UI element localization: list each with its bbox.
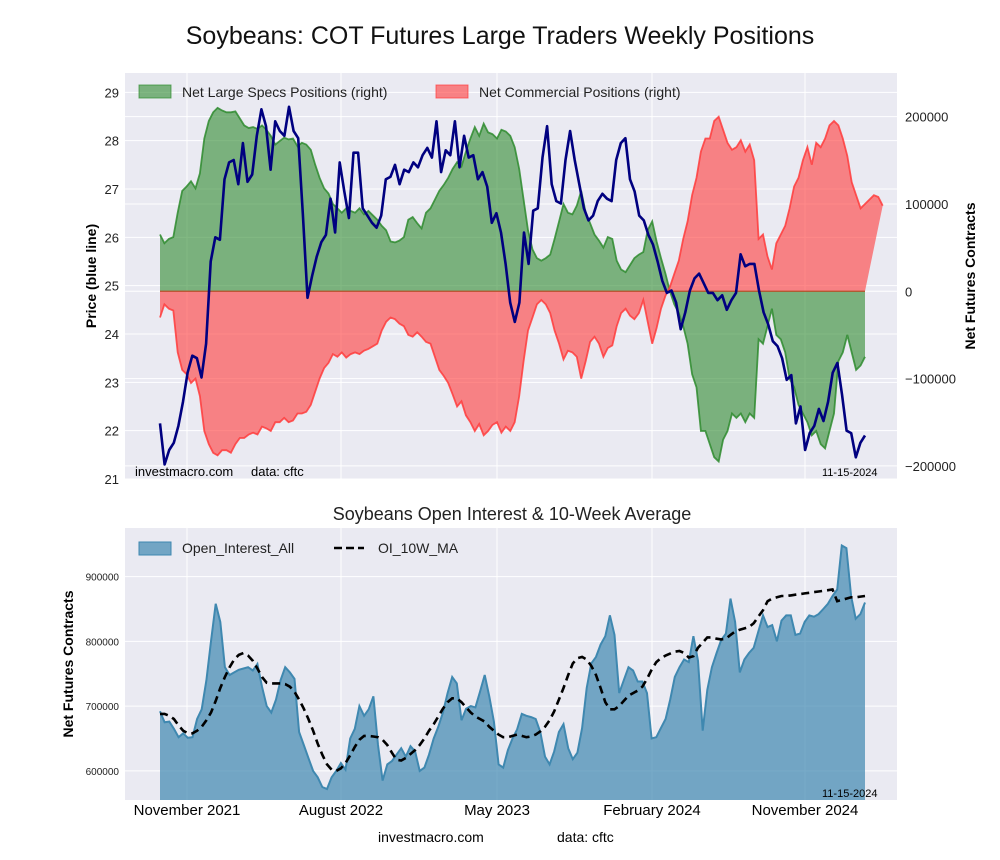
commercial-area <box>160 116 883 456</box>
top-right-tick-label: 100000 <box>905 197 948 212</box>
footer-site: investmacro.com <box>378 829 484 845</box>
specs-line <box>159 106 866 464</box>
bottom-y-tick-label: 800000 <box>86 637 120 648</box>
bottom-x-tick-label: February 2024 <box>603 802 701 819</box>
commercial-line <box>159 115 884 457</box>
bottom-x-tick-label: November 2024 <box>752 802 859 819</box>
bottom-y-tick-label: 600000 <box>86 767 120 778</box>
main-title: Soybeans: COT Futures Large Traders Week… <box>185 22 815 50</box>
bottom-y-axis-label: Net Futures Contracts <box>60 590 76 737</box>
top-left-axis-ticks: 21 22 23 24 25 26 27 28 29 <box>105 85 119 487</box>
specs-area <box>160 107 865 462</box>
legend-oi-swatch <box>138 541 172 556</box>
bottom-y-tick-label: 900000 <box>86 573 120 584</box>
bottom-date-note: 11-15-2024 <box>822 788 877 800</box>
top-left-tick-label: 26 <box>105 230 119 245</box>
top-right-axis-label: Net Futures Contracts <box>962 202 978 349</box>
top-left-tick-label: 24 <box>105 327 119 342</box>
top-price-line <box>158 105 867 466</box>
bottom-x-tick-label: November 2021 <box>134 802 241 819</box>
top-left-tick-label: 28 <box>105 134 119 149</box>
legend-ma-label: OI_10W_MA <box>378 540 459 556</box>
oi-line <box>159 543 866 791</box>
top-left-tick-label: 25 <box>105 279 119 294</box>
bottom-x-axis-ticks: November 2021 August 2022 May 2023 February… <box>134 802 859 819</box>
legend-commercial-swatch <box>435 84 469 99</box>
bottom-y-tick-label: 700000 <box>86 702 120 713</box>
top-left-tick-label: 23 <box>105 375 119 390</box>
price-line <box>158 105 867 466</box>
top-right-axis-ticks: −200000 −100000 0 100000 200000 <box>905 110 956 474</box>
legend-specs-label: Net Large Specs Positions (right) <box>182 84 387 100</box>
top-right-tick-label: 0 <box>905 284 912 299</box>
bottom-oi-area <box>159 543 866 800</box>
top-left-tick-label: 21 <box>105 472 119 487</box>
top-left-axis-label: Price (blue line) <box>83 224 99 328</box>
cot-positions-chart: 21 22 23 24 25 26 27 28 29 −200000 −100000 0 100000… <box>83 73 978 487</box>
bottom-y-axis-ticks: 600000 700000 800000 900000 <box>86 573 120 778</box>
top-areas <box>159 106 884 464</box>
top-date-note: 11-15-2024 <box>822 467 877 479</box>
oi-area <box>160 545 865 800</box>
top-right-tick-label: −200000 <box>905 459 956 474</box>
legend-commercial-label: Net Commercial Positions (right) <box>479 84 681 100</box>
top-left-tick-label: 22 <box>105 424 119 439</box>
bottom-x-tick-label: May 2023 <box>464 802 530 819</box>
bottom-x-tick-label: August 2022 <box>299 802 383 819</box>
top-source-note: data: cftc <box>251 464 304 479</box>
top-site-note: investmacro.com <box>135 464 233 479</box>
top-right-tick-label: −100000 <box>905 372 956 387</box>
footer-source: data: cftc <box>557 829 614 845</box>
ma-line <box>160 588 866 773</box>
bottom-ma-line <box>160 588 866 773</box>
bottom-chart-title: Soybeans Open Interest & 10-Week Average <box>333 504 692 524</box>
legend-specs-swatch <box>138 84 172 99</box>
open-interest-chart: Soybeans Open Interest & 10-Week Average… <box>60 504 897 819</box>
legend-oi-label: Open_Interest_All <box>182 540 294 556</box>
top-right-tick-label: 200000 <box>905 110 948 125</box>
top-left-tick-label: 27 <box>105 182 119 197</box>
top-left-tick-label: 29 <box>105 85 119 100</box>
